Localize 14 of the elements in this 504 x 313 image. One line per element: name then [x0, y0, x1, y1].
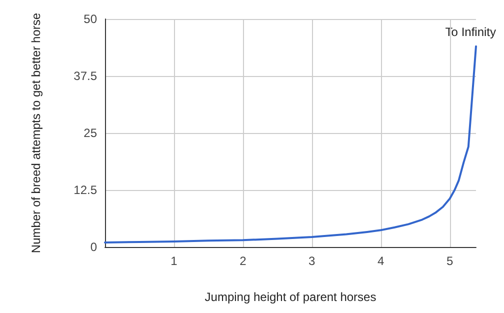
x-tick-label: 2: [240, 254, 247, 268]
x-tick-label: 3: [308, 254, 316, 268]
x-tick-label: 4: [377, 254, 384, 268]
x-axis-title: Jumping height of parent horses: [204, 290, 376, 304]
y-axis-title: Number of breed attempts to get better horse: [29, 12, 43, 254]
y-tick-label: 0: [90, 240, 98, 254]
y-tick-label: 50: [84, 12, 98, 26]
annotation: To Infinity: [445, 25, 496, 39]
x-tick-label: 1: [170, 254, 178, 268]
y-tick-label: 37.5: [74, 69, 98, 83]
line-series: [104, 45, 477, 244]
y-tick-label: 25: [84, 126, 98, 140]
y-tick-label: 12.5: [74, 183, 98, 197]
x-tick-label: 5: [446, 254, 454, 268]
